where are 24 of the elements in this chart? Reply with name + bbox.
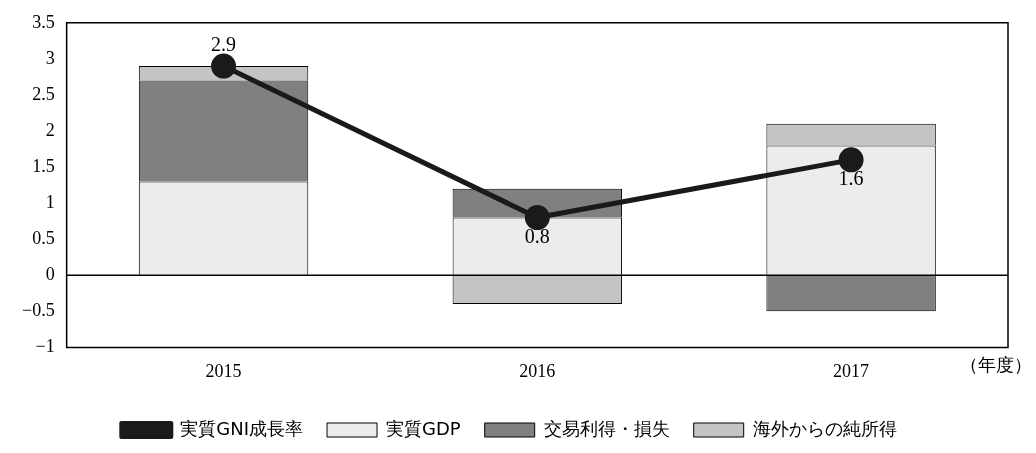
y-tick-label: 3 bbox=[45, 47, 55, 68]
point bbox=[211, 53, 237, 79]
y-tick-label: 0.5 bbox=[32, 227, 55, 248]
point bbox=[838, 147, 864, 173]
data-label: 1.6 bbox=[838, 167, 864, 190]
legend-label: 実質GNI成長率 bbox=[180, 417, 304, 439]
data-label: 2.9 bbox=[211, 33, 237, 56]
data-label: 0.8 bbox=[524, 224, 550, 247]
legend-label: 実質GDP bbox=[386, 417, 461, 439]
x-axis-title: （年度） bbox=[960, 355, 1032, 376]
x-tick-label: 2016 bbox=[519, 360, 556, 381]
y-tick-label: 2 bbox=[45, 119, 55, 140]
point bbox=[524, 205, 550, 231]
y-tick-label: 1 bbox=[45, 191, 55, 212]
x-tick-label: 2017 bbox=[833, 360, 870, 381]
y-tick-label: 2.5 bbox=[32, 83, 55, 104]
legend-label: 交易利得・損失 bbox=[543, 417, 670, 439]
y-tick-label: −0.5 bbox=[22, 300, 55, 321]
y-tick-label: −1 bbox=[35, 336, 55, 357]
x-tick-label: 2015 bbox=[205, 360, 242, 381]
y-tick-label: 3.5 bbox=[32, 11, 55, 32]
legend-label: 海外からの純所得 bbox=[752, 417, 897, 439]
y-tick-label: 1.5 bbox=[32, 155, 55, 176]
y-tick-label: 0 bbox=[45, 264, 55, 284]
